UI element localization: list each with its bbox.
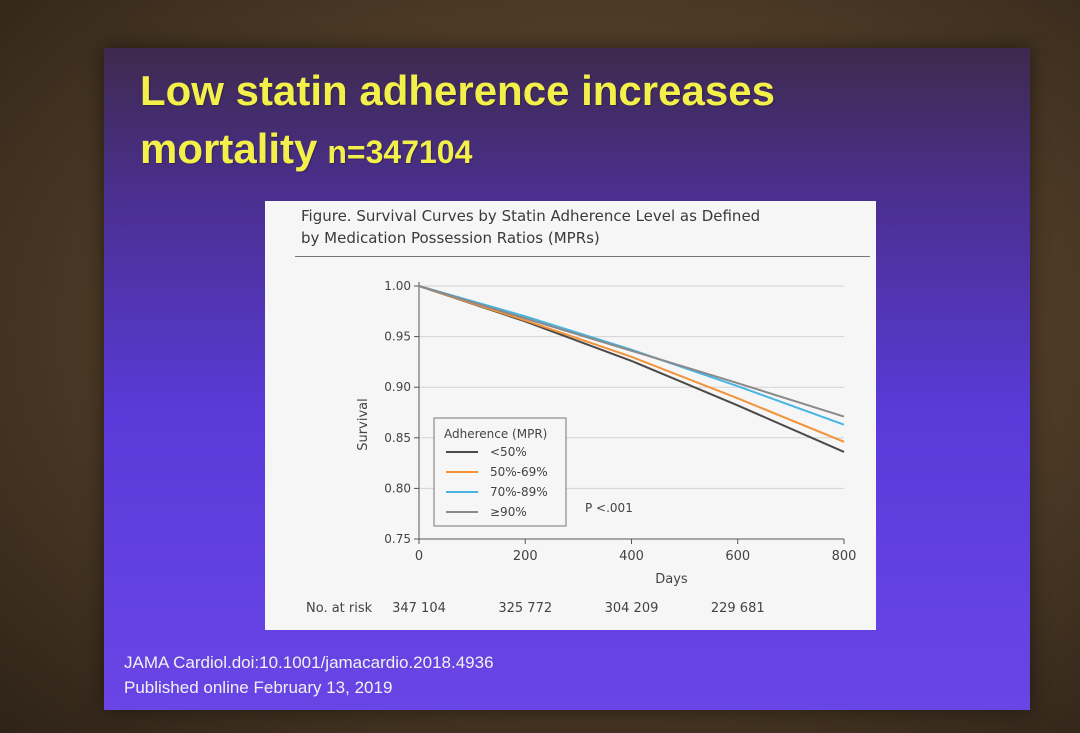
figure-panel: Figure. Survival Curves by Statin Adhere… <box>265 201 876 630</box>
sample-size: n=347104 <box>327 134 473 170</box>
slide-title: Low statin adherence increases mortality… <box>140 62 960 181</box>
survival-chart: 0.75 0.80 0.85 0.90 0.95 1.00 0 200 400 600 800 Day… <box>306 279 857 616</box>
y-tick-label: 0.75 <box>384 532 411 546</box>
title-mortality: mortality <box>140 125 318 172</box>
citation: JAMA Cardiol.doi:10.1001/jamacardio.2018… <box>124 650 494 700</box>
at-risk-value: 347 104 <box>392 601 446 616</box>
x-tick-label: 400 <box>619 549 644 564</box>
at-risk-value: 229 681 <box>711 601 765 616</box>
citation-date: Published online February 13, 2019 <box>124 678 393 697</box>
y-tick-label: 0.85 <box>384 431 411 445</box>
x-tick-label: 800 <box>832 549 857 564</box>
at-risk-label: No. at risk <box>306 601 373 616</box>
legend-title: Adherence (MPR) <box>444 427 547 441</box>
legend-label: ≥90% <box>490 505 527 519</box>
series-line <box>418 285 845 418</box>
legend-label: <50% <box>490 445 527 459</box>
at-risk-value: 304 209 <box>605 601 659 616</box>
y-tick-label: 0.80 <box>384 481 411 495</box>
at-risk-value: 325 772 <box>498 601 552 616</box>
caption-line-1: Figure. Survival Curves by Statin Adhere… <box>301 207 761 225</box>
x-tick-label: 0 <box>415 549 423 564</box>
title-line-1: Low statin adherence increases <box>140 67 775 114</box>
y-tick-label: 0.95 <box>384 330 411 344</box>
legend-label: 70%-89% <box>490 485 548 499</box>
x-tick-label: 600 <box>725 549 750 564</box>
caption-line-2: by Medication Possession Ratios (MPRs) <box>301 229 600 247</box>
legend-label: 50%-69% <box>490 465 548 479</box>
citation-doi: JAMA Cardiol.doi:10.1001/jamacardio.2018… <box>124 653 494 672</box>
series-line <box>418 285 845 443</box>
y-axis-title: Survival <box>356 398 371 450</box>
p-value-annotation: P <.001 <box>585 501 633 515</box>
caption-divider <box>295 256 870 257</box>
y-tick-label: 0.90 <box>384 380 411 394</box>
title-line-2: mortality n=347104 <box>140 120 960 181</box>
y-tick-label: 1.00 <box>384 279 411 293</box>
figure-caption: Figure. Survival Curves by Statin Adhere… <box>301 205 861 249</box>
x-tick-label: 200 <box>513 549 538 564</box>
x-axis-title: Days <box>655 572 688 587</box>
